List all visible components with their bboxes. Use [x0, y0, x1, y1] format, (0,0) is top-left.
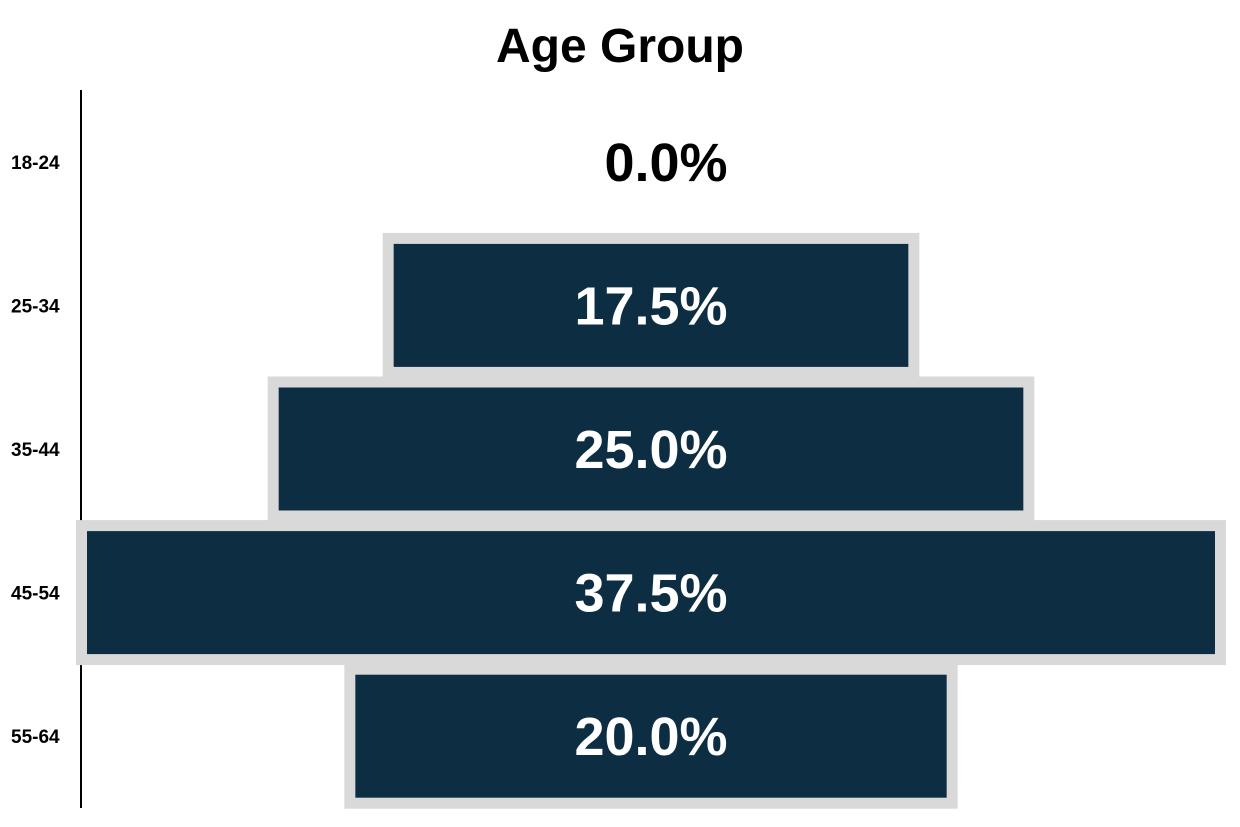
- bars-group: [76, 232, 1226, 809]
- category-label: 25-34: [11, 296, 60, 317]
- category-label: 45-54: [11, 584, 60, 605]
- category-label: 35-44: [11, 440, 60, 461]
- value-label: 17.5%: [574, 276, 727, 336]
- bar-55-64: [355, 674, 947, 798]
- value-label: 25.0%: [574, 420, 727, 480]
- bar-45-54: [87, 531, 1215, 655]
- category-label: 55-64: [11, 727, 60, 748]
- value-label: 20.0%: [574, 707, 727, 767]
- value-label: 37.5%: [574, 564, 727, 624]
- bar-25-34: [393, 243, 909, 367]
- category-label: 18-24: [11, 153, 60, 174]
- value-label: 0.0%: [604, 133, 727, 193]
- value-labels: 0.0% 17.5% 25.0% 37.5% 20.0%: [574, 133, 727, 767]
- category-labels: 18-24 25-34 35-44 45-54 55-64: [11, 153, 60, 748]
- bar-35-44: [278, 387, 1024, 511]
- chart-title: Age Group: [496, 20, 744, 73]
